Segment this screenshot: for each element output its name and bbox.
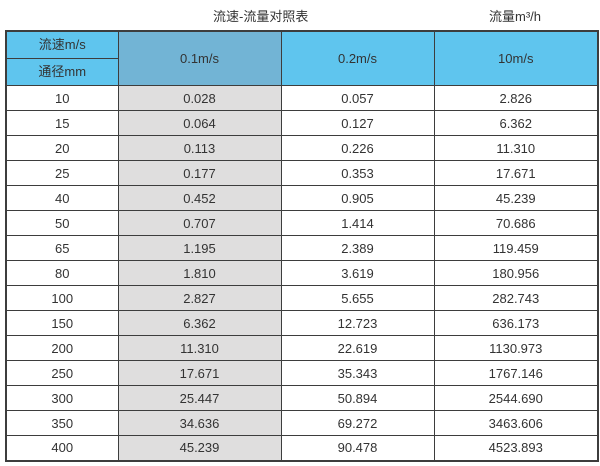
table-row: 250 17.671 35.343 1767.146 (5, 360, 599, 386)
table-row: 25 0.177 0.353 17.671 (5, 160, 599, 186)
value-cell: 34.636 (117, 410, 282, 436)
value-cell: 180.956 (433, 260, 599, 286)
flow-rate-table: 流速m/s 通径mm 0.1m/s 0.2m/s 10m/s 10 0.028 … (5, 30, 599, 462)
diameter-cell: 15 (5, 110, 119, 136)
diameter-cell: 400 (5, 435, 119, 461)
value-cell: 22.619 (280, 335, 435, 361)
table-row: 15 0.064 0.127 6.362 (5, 110, 599, 136)
diameter-cell: 40 (5, 185, 119, 211)
diameter-cell: 200 (5, 335, 119, 361)
flow-unit-label: 流量m³/h (489, 9, 542, 24)
value-cell: 11.310 (433, 135, 599, 161)
diameter-cell: 100 (5, 285, 119, 311)
value-cell: 45.239 (117, 435, 282, 461)
diameter-cell: 80 (5, 260, 119, 286)
corner-cell: 流速m/s 通径mm (5, 30, 119, 86)
table-row: 65 1.195 2.389 119.459 (5, 235, 599, 261)
diameter-cell: 50 (5, 210, 119, 236)
value-cell: 12.723 (280, 310, 435, 336)
value-cell: 0.707 (117, 210, 282, 236)
diameter-cell: 350 (5, 410, 119, 436)
value-cell: 5.655 (280, 285, 435, 311)
diameter-cell: 65 (5, 235, 119, 261)
table-row: 80 1.810 3.619 180.956 (5, 260, 599, 286)
value-cell: 2.827 (117, 285, 282, 311)
value-cell: 1130.973 (433, 335, 599, 361)
table-row: 40 0.452 0.905 45.239 (5, 185, 599, 211)
value-cell: 17.671 (433, 160, 599, 186)
diameter-cell: 20 (5, 135, 119, 161)
value-cell: 0.353 (280, 160, 435, 186)
value-cell: 25.447 (117, 385, 282, 411)
value-cell: 6.362 (433, 110, 599, 136)
value-cell: 282.743 (433, 285, 599, 311)
value-cell: 1767.146 (433, 360, 599, 386)
table-row: 20 0.113 0.226 11.310 (5, 135, 599, 161)
table-header: 流速m/s 通径mm 0.1m/s 0.2m/s 10m/s (5, 30, 599, 86)
value-cell: 17.671 (117, 360, 282, 386)
value-cell: 0.113 (117, 135, 282, 161)
value-cell: 636.173 (433, 310, 599, 336)
table-row: 350 34.636 69.272 3463.606 (5, 410, 599, 436)
value-cell: 0.226 (280, 135, 435, 161)
value-cell: 2.826 (433, 85, 599, 111)
table-row: 300 25.447 50.894 2544.690 (5, 385, 599, 411)
value-cell: 1.810 (117, 260, 282, 286)
table-row: 400 45.239 90.478 4523.893 (5, 435, 599, 461)
value-cell: 119.459 (433, 235, 599, 261)
table-row: 100 2.827 5.655 282.743 (5, 285, 599, 311)
value-cell: 0.057 (280, 85, 435, 111)
value-cell: 2.389 (280, 235, 435, 261)
value-cell: 3.619 (280, 260, 435, 286)
value-cell: 0.452 (117, 185, 282, 211)
column-header-0-1ms: 0.1m/s (117, 30, 282, 86)
value-cell: 1.414 (280, 210, 435, 236)
column-header-0-2ms: 0.2m/s (280, 30, 435, 86)
value-cell: 0.127 (280, 110, 435, 136)
corner-diameter-label: 通径mm (38, 64, 87, 79)
value-cell: 0.905 (280, 185, 435, 211)
table-row: 200 11.310 22.619 1130.973 (5, 335, 599, 361)
value-cell: 6.362 (117, 310, 282, 336)
diameter-cell: 250 (5, 360, 119, 386)
header-row: 流速m/s 通径mm 0.1m/s 0.2m/s 10m/s (5, 30, 599, 86)
diameter-cell: 25 (5, 160, 119, 186)
value-cell: 11.310 (117, 335, 282, 361)
value-cell: 1.195 (117, 235, 282, 261)
value-cell: 0.028 (117, 85, 282, 111)
value-cell: 2544.690 (433, 385, 599, 411)
value-cell: 50.894 (280, 385, 435, 411)
table-row: 150 6.362 12.723 636.173 (5, 310, 599, 336)
table-row: 50 0.707 1.414 70.686 (5, 210, 599, 236)
value-cell: 0.177 (117, 160, 282, 186)
value-cell: 45.239 (433, 185, 599, 211)
value-cell: 35.343 (280, 360, 435, 386)
diameter-cell: 10 (5, 85, 119, 111)
table-body: 10 0.028 0.057 2.826 15 0.064 0.127 6.36… (5, 85, 599, 461)
value-cell: 70.686 (433, 210, 599, 236)
value-cell: 4523.893 (433, 435, 599, 461)
column-header-10ms: 10m/s (433, 30, 599, 86)
diameter-cell: 300 (5, 385, 119, 411)
corner-velocity-label: 流速m/s (7, 32, 117, 59)
value-cell: 3463.606 (433, 410, 599, 436)
value-cell: 69.272 (280, 410, 435, 436)
value-cell: 0.064 (117, 110, 282, 136)
diameter-cell: 150 (5, 310, 119, 336)
value-cell: 90.478 (280, 435, 435, 461)
table-title: 流速-流量对照表 (213, 9, 309, 24)
table-row: 10 0.028 0.057 2.826 (5, 85, 599, 111)
